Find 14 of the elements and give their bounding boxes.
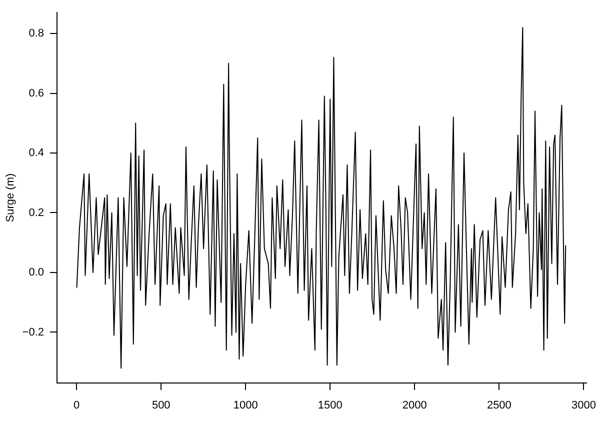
y-tick-label: 0.4 [28,147,44,160]
y-tick-label: −0.2 [22,326,44,338]
x-tick-label: 2000 [402,400,427,412]
y-axis-title: Surge (m) [4,173,17,222]
y-tick-label: 0.0 [28,266,44,279]
y-tick-label: 0.2 [28,206,44,219]
x-tick-label: 2500 [486,400,512,412]
y-tick-label: 0.6 [28,87,44,100]
x-tick-label: 1000 [233,400,258,412]
x-tick-label: 500 [152,400,170,412]
x-tick-label: 1500 [318,400,342,412]
y-tick-label: 0.8 [28,28,44,40]
x-tick-label: 0 [74,400,80,412]
x-tick-label: 3000 [571,400,596,412]
